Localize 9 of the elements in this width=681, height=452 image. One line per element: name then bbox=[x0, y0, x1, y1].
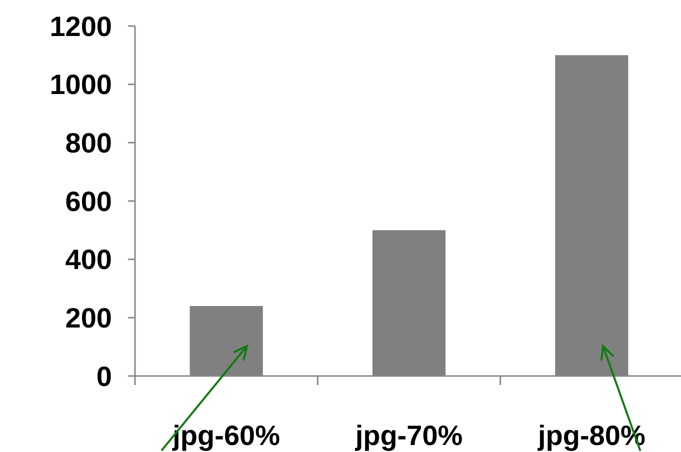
x-tick-label: jpg-70% bbox=[354, 420, 463, 451]
y-tick-label: 600 bbox=[65, 186, 112, 217]
x-tick-label: jpg-60% bbox=[172, 420, 280, 451]
y-tick-label: 1000 bbox=[50, 69, 112, 100]
y-tick-label: 200 bbox=[65, 302, 112, 334]
y-tick-label: 400 bbox=[65, 244, 112, 276]
y-tick-label: 0 bbox=[96, 360, 112, 392]
y-tick-label: 800 bbox=[65, 127, 112, 158]
y-tick-label: 1200 bbox=[50, 10, 112, 42]
